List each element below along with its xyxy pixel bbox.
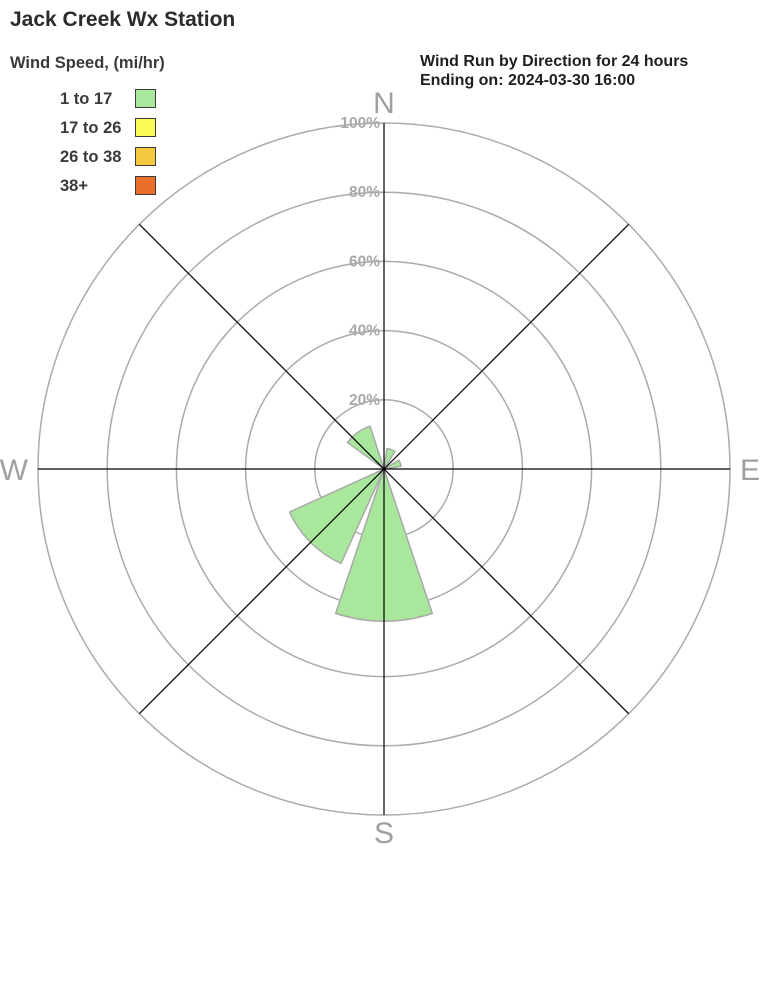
legend-color-swatch: [135, 176, 156, 195]
legend-label: 26 to 38: [60, 148, 122, 166]
wind-rose-wedge-nnw: [346, 425, 385, 470]
legend-label: 1 to 17: [60, 90, 113, 108]
ring-tick-label: 80%: [349, 184, 380, 201]
chart-title: Wind Run by Direction for 24 hours: [420, 53, 689, 70]
legend-label: 38+: [60, 177, 88, 195]
radial-line: [383, 468, 630, 715]
legend-color-swatch: [135, 89, 156, 108]
radial-line: [138, 223, 385, 470]
chart-subtitle: Ending on: 2024-03-30 16:00: [420, 72, 636, 89]
legend-label: 17 to 26: [60, 119, 122, 137]
ring-tick-label: 40%: [349, 323, 380, 340]
wind-rose-wedge-nne: [383, 447, 396, 470]
compass-label-n: N: [373, 87, 395, 120]
wind-speed-legend-title: Wind Speed, (mi/hr): [10, 54, 165, 72]
wind-rose-wedge-ene: [383, 459, 402, 470]
compass-label-e: E: [740, 454, 760, 487]
ring-tick-label: 100%: [340, 115, 380, 132]
radial-line: [138, 468, 385, 715]
chart-header: Wind Run by Direction for 24 hours Endin…: [420, 52, 688, 90]
ring-tick-label: 20%: [349, 392, 380, 409]
compass-label-w: W: [0, 454, 29, 487]
compass-label-s: S: [374, 817, 394, 850]
radial-line: [383, 223, 630, 470]
ring-tick-label: 60%: [349, 253, 380, 270]
legend-color-swatch: [135, 118, 156, 137]
page-title: Jack Creek Wx Station: [10, 8, 236, 31]
legend-color-swatch: [135, 147, 156, 166]
